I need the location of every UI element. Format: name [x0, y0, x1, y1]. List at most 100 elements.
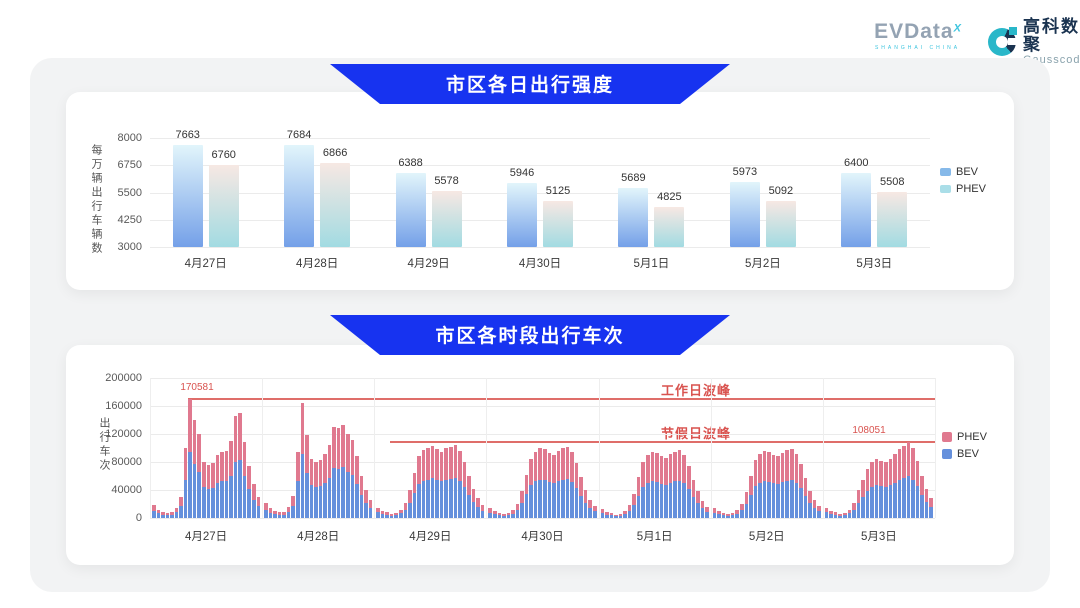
stacked-hour-bar [618, 513, 623, 518]
legend-item-phev: PHEV [942, 431, 987, 443]
stacked-hour-bar [700, 500, 705, 518]
phev-segment [552, 455, 556, 484]
bev-segment [655, 482, 659, 518]
stacked-hour-bar [739, 504, 744, 518]
stacked-hour-bar [790, 448, 794, 518]
stacked-hour-bar [273, 511, 277, 518]
bev-segment [421, 480, 426, 518]
bev-segment [161, 514, 165, 518]
stacked-hour-bar [202, 462, 206, 518]
page-header: EVDataX SHANGHAI CHINA 高科数聚 Gausscode [0, 0, 1080, 67]
bev-segment [502, 515, 506, 518]
bev-segment [345, 471, 350, 518]
phev-segment [753, 459, 758, 487]
stacked-hour-bar [183, 448, 188, 518]
y-tick-label: 160000 [105, 400, 142, 412]
bev-segment [268, 512, 273, 518]
stacked-hour-bar [458, 450, 462, 518]
bev-segment [561, 479, 565, 518]
stacked-hour-bar [874, 458, 879, 518]
gridline [150, 192, 930, 194]
bev-segment [803, 496, 808, 518]
bev-segment [682, 483, 686, 518]
day-bar-group [486, 378, 598, 518]
day-separator-gridline [150, 378, 151, 518]
phev-segment [843, 513, 847, 516]
phev-segment [368, 499, 373, 508]
bev-segment [902, 478, 906, 518]
stacked-hour-bar [803, 478, 808, 518]
phev-segment [632, 493, 636, 505]
stacked-hour-bar [677, 450, 682, 518]
phev-segment [920, 476, 924, 495]
x-axis-label: 5月1日 [636, 531, 673, 543]
stacked-hour-bar [327, 444, 332, 518]
phev-segment [646, 455, 650, 484]
phev-segment [627, 505, 632, 512]
top-chart-y-axis-label: 每万辆出行车辆数 [90, 144, 102, 256]
phev-segment [583, 490, 588, 503]
phev-segment [888, 458, 893, 486]
bev-segment [843, 515, 847, 518]
bev-segment [920, 494, 924, 518]
bev-segment [780, 482, 785, 518]
bev-segment [389, 515, 394, 518]
stacked-hour-bar [691, 479, 696, 518]
day-bar-group [823, 378, 935, 518]
bev-segment [749, 494, 753, 518]
stacked-hour-bar [359, 476, 364, 518]
x-axis-label: 4月30日 [518, 258, 562, 270]
bev-segment [520, 503, 524, 518]
phev-segment [471, 488, 476, 502]
phev-segment [449, 446, 453, 479]
phev-segment [412, 472, 417, 493]
phev-segment [480, 505, 485, 512]
stacked-hour-bar [524, 474, 529, 518]
stacked-hour-bar [476, 498, 480, 518]
phev-segment [341, 424, 345, 467]
phev-segment [879, 460, 883, 487]
phev-segment [538, 448, 542, 480]
phev-segment [861, 479, 865, 497]
phev-segment [659, 456, 664, 485]
phev-segment [327, 444, 332, 478]
phev-segment [717, 511, 721, 515]
stacked-hour-bar [529, 458, 533, 518]
bev-segment [785, 480, 789, 518]
bev-segment [730, 515, 735, 518]
phev-segment [655, 452, 659, 483]
stacked-hour-bar [843, 513, 847, 518]
x-axis-label: 4月28日 [296, 258, 339, 270]
phev-segment [677, 450, 682, 481]
phev-bar [208, 165, 239, 247]
bev-segment [547, 482, 552, 518]
day-separator-gridline [598, 378, 600, 518]
bev-segment [247, 489, 252, 518]
stacked-hour-bar [229, 441, 233, 518]
stacked-hour-bar [394, 513, 399, 518]
stacked-hour-bar [376, 507, 380, 518]
phev-segment [444, 448, 449, 480]
bev-bar [729, 182, 760, 247]
gausscode-logo-cn: 高科数聚 [1023, 17, 1080, 54]
stacked-hour-bar [696, 491, 700, 518]
phev-bar [877, 192, 908, 247]
phev-segment [511, 510, 515, 514]
bev-value-label: 7684 [286, 128, 312, 141]
phev-segment [273, 511, 277, 515]
stacked-hour-bar [561, 448, 565, 518]
evdata-logo-text: EVData [874, 20, 954, 43]
bev-segment [712, 512, 717, 518]
phev-segment [915, 460, 920, 487]
bev-value-label: 5973 [732, 166, 758, 179]
phev-segment [399, 509, 403, 514]
bev-segment [636, 495, 641, 518]
phev-segment [264, 502, 268, 510]
bev-segment [790, 479, 794, 518]
stacked-hour-bar [165, 513, 170, 518]
bev-segment [618, 515, 623, 518]
bev-value-label: 5689 [621, 172, 646, 185]
stacked-hour-bar [252, 484, 256, 518]
phev-segment [812, 499, 817, 508]
stacked-hour-bar [735, 510, 739, 518]
